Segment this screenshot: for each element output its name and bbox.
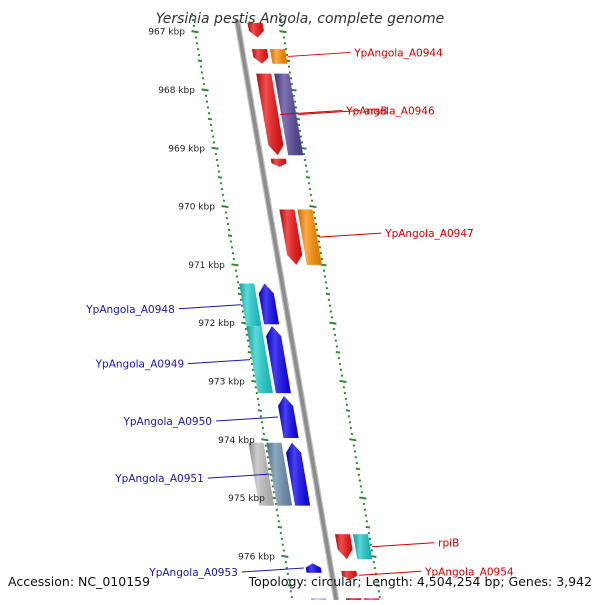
topology-text: Topology: circular; Length: 4,504,254 bp… [248, 574, 592, 589]
map-title: Yersinia pestis Angola, complete genome [156, 11, 445, 27]
accession-text: Accession: NC_010159 [8, 574, 150, 589]
